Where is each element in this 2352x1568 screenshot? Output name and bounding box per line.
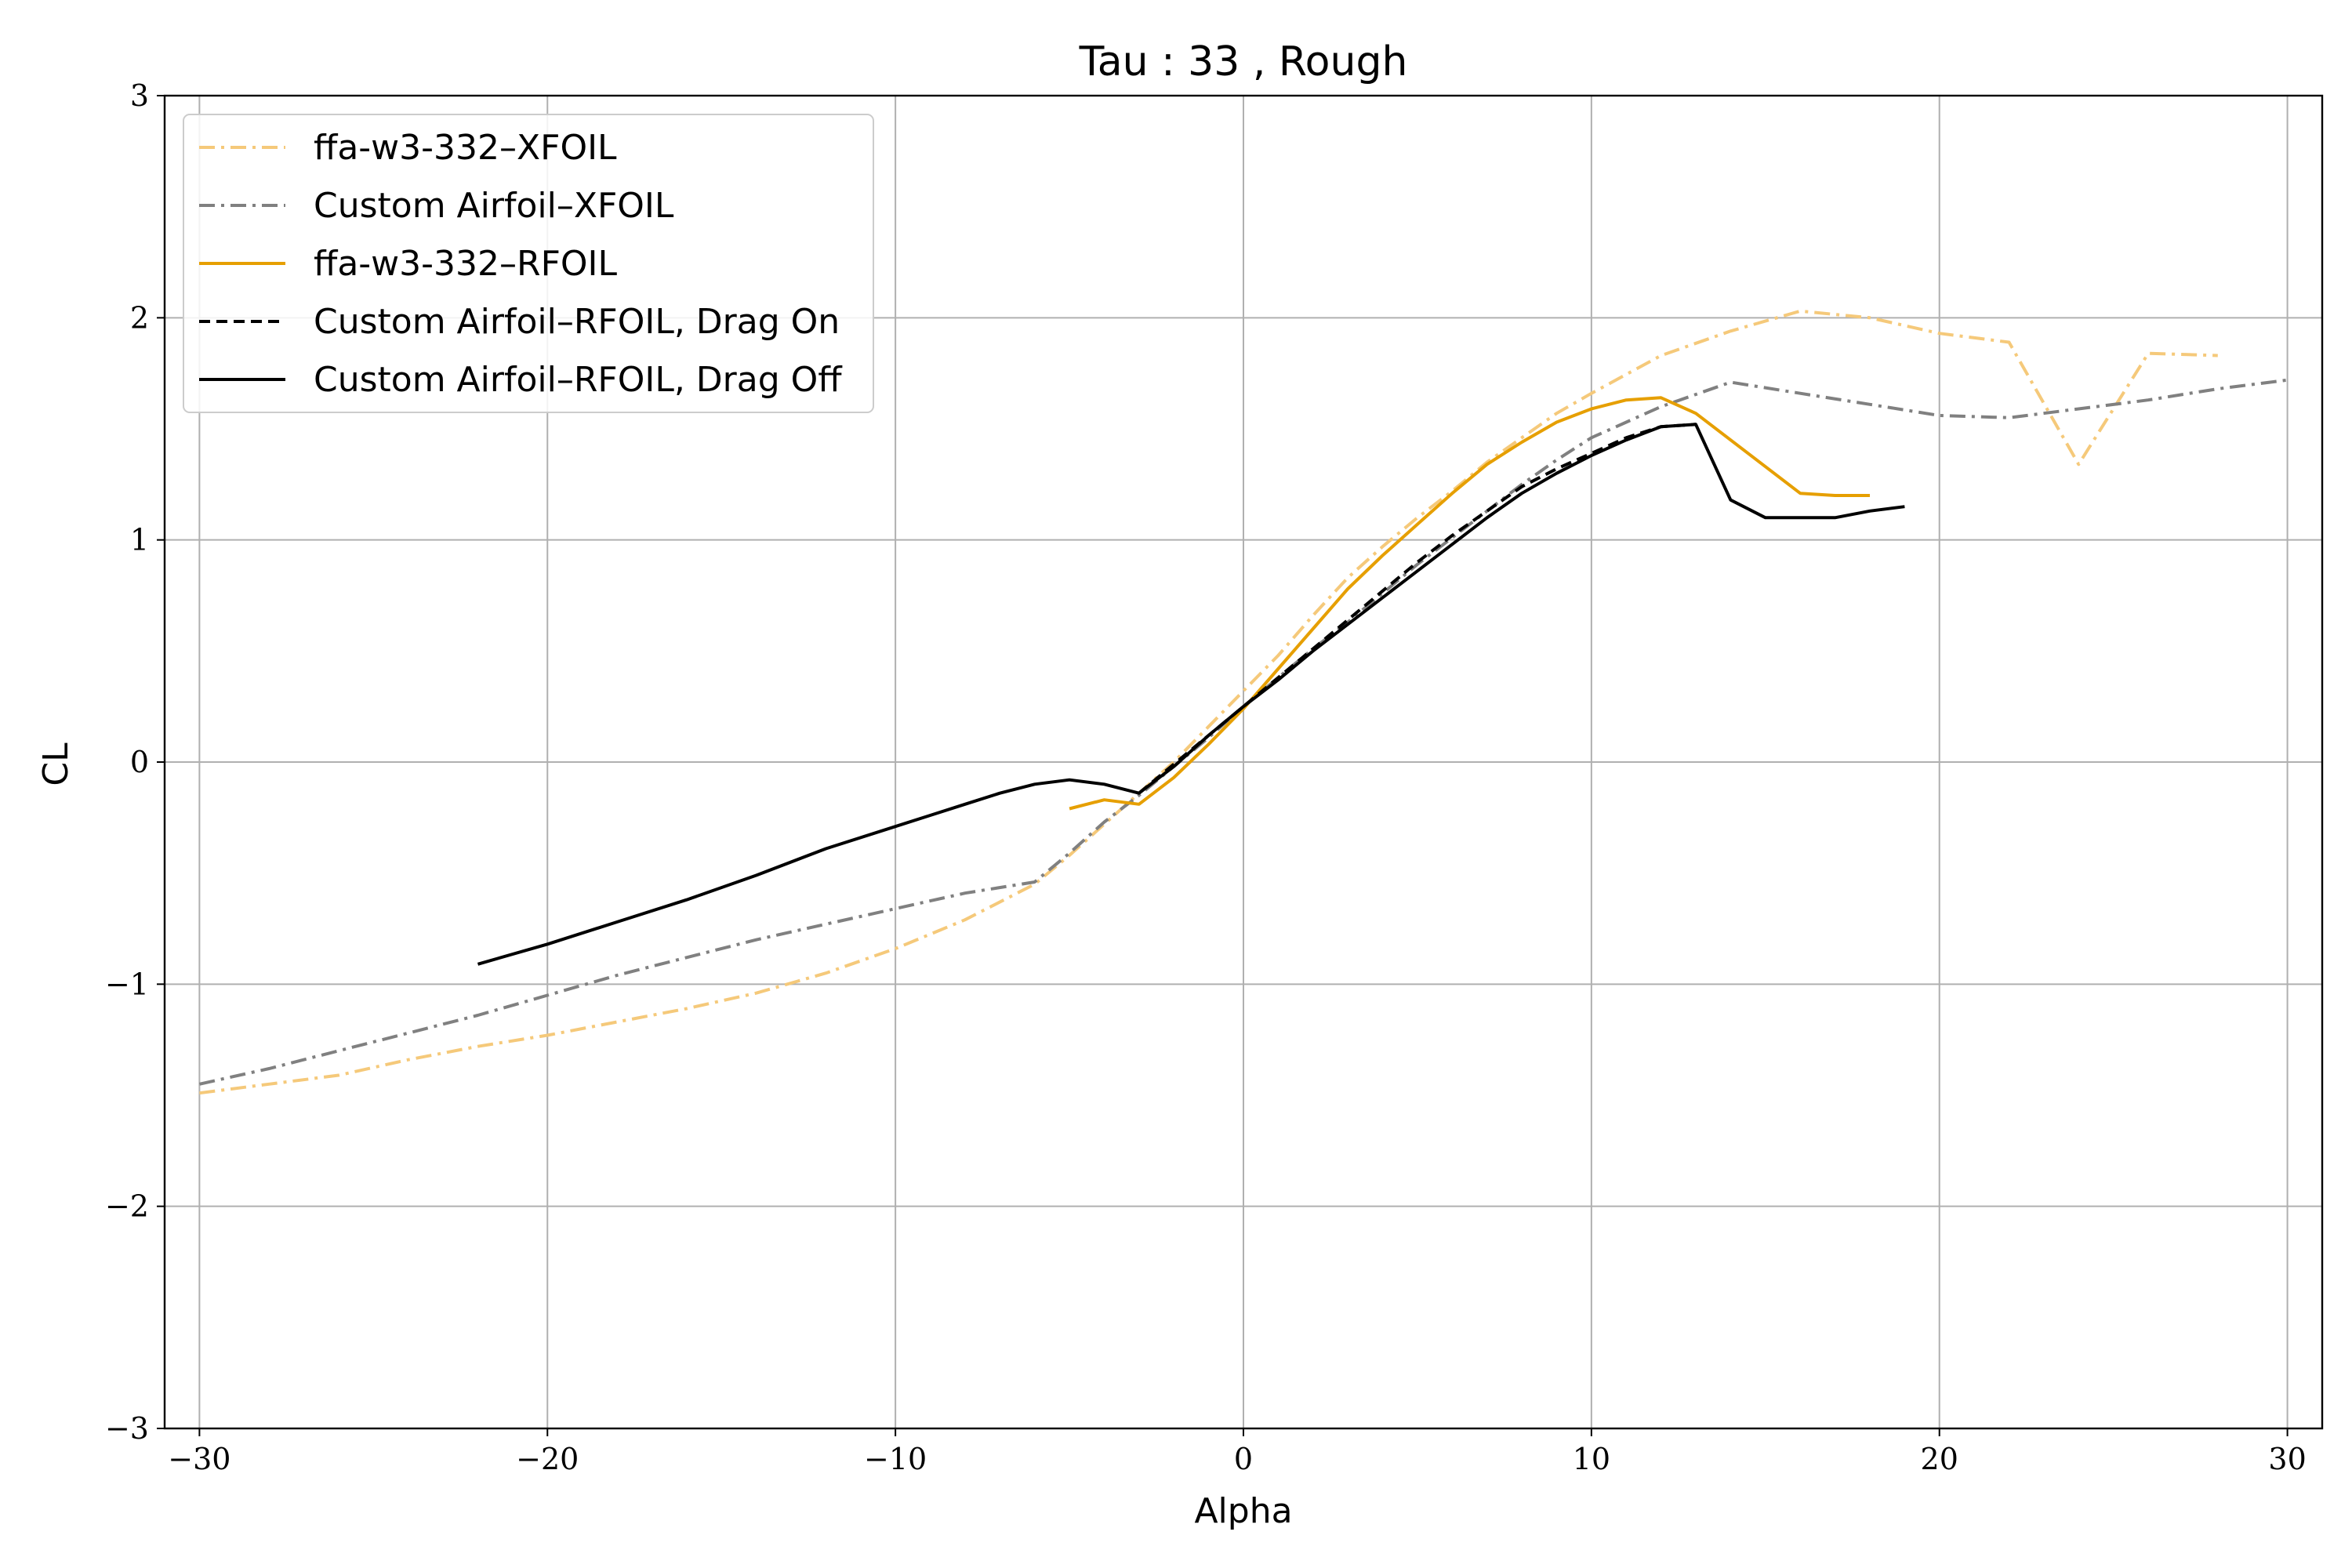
x-tick-label: 10 (1573, 1442, 1610, 1476)
series-line-5 (477, 423, 1905, 966)
legend: ffa-w3-332–XFOIL Custom Airfoil–XFOIL ffa-… (183, 114, 874, 413)
y-tick-label: 0 (130, 745, 149, 779)
legend-label-3: ffa-w3-332–RFOIL (314, 244, 617, 284)
legend-label-4: Custom Airfoil–RFOIL, Drag On (314, 302, 840, 342)
x-tick-label: 30 (2268, 1442, 2306, 1476)
y-tick-label: 3 (130, 78, 149, 113)
y-axis-label: CL (36, 742, 76, 786)
series-line-3 (1069, 396, 1870, 811)
legend-label-2: Custom Airfoil–XFOIL (314, 186, 674, 226)
x-tick-label: −20 (516, 1442, 579, 1476)
legend-label-5: Custom Airfoil–RFOIL, Drag Off (314, 360, 843, 400)
y-tick-label: 1 (130, 523, 149, 557)
x-tick-label: 0 (1234, 1442, 1253, 1476)
x-tick-label: −10 (864, 1442, 927, 1476)
series-line-1 (199, 309, 2218, 1095)
legend-label-1: ffa-w3-332–XFOIL (314, 128, 617, 168)
plot-series (198, 309, 2288, 1095)
chart-title: Tau : 33 , Rough (1079, 38, 1408, 85)
y-tick-label: −2 (105, 1189, 149, 1224)
y-tick-label: 2 (130, 300, 149, 335)
x-tick-label: 20 (1921, 1442, 1958, 1476)
y-tick-label: −3 (105, 1411, 149, 1446)
x-tick-label: −30 (168, 1442, 230, 1476)
y-tick-label: −1 (105, 967, 149, 1001)
x-axis-label: Alpha (1194, 1491, 1292, 1531)
legend-box (183, 114, 874, 413)
